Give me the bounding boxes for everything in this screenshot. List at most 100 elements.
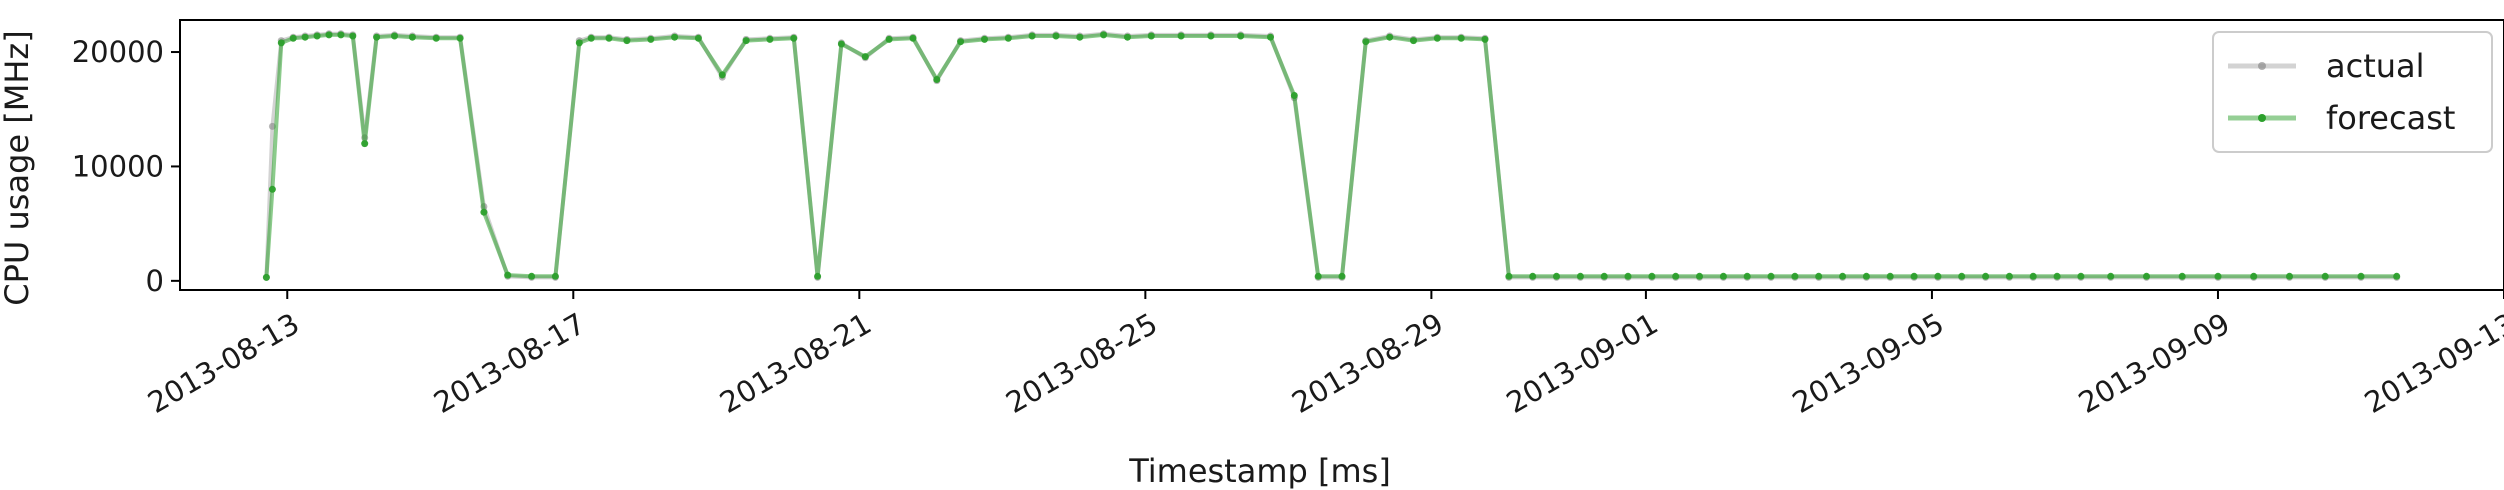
data-point-forecast	[2178, 272, 2186, 280]
data-point-forecast	[742, 37, 750, 45]
data-point-forecast	[2357, 272, 2365, 280]
data-point-forecast	[1207, 32, 1215, 40]
data-point-forecast	[408, 33, 416, 41]
y-tick-label: 20000	[72, 35, 164, 69]
data-point-forecast	[718, 71, 726, 79]
y-axis-label: CPU usage [MHz]	[0, 30, 36, 305]
y-tick-label: 0	[146, 264, 164, 298]
y-tick-label: 10000	[72, 149, 164, 183]
legend-box	[2212, 31, 2493, 153]
data-point-forecast	[391, 32, 398, 40]
data-point-forecast	[1791, 272, 1799, 280]
data-point-forecast	[268, 185, 276, 193]
data-point-forecast	[837, 40, 845, 48]
data-point-forecast	[1958, 272, 1966, 280]
data-point-forecast	[1553, 272, 1560, 280]
data-point-forecast	[373, 33, 381, 41]
data-point-forecast	[262, 273, 270, 281]
data-point-forecast	[2077, 272, 2085, 280]
data-point-forecast	[1862, 272, 1870, 280]
data-point-forecast	[361, 140, 369, 148]
data-point-forecast	[1696, 272, 1703, 280]
data-point-forecast	[1237, 32, 1245, 40]
data-point-forecast	[1815, 272, 1823, 280]
data-point-forecast	[551, 272, 559, 280]
data-point-forecast	[432, 34, 440, 42]
data-point-forecast	[1886, 272, 1894, 280]
legend-forecast-label: forecast	[2326, 99, 2455, 137]
data-point-forecast	[885, 35, 893, 43]
data-point-forecast	[456, 34, 464, 42]
data-point-forecast	[2286, 272, 2293, 280]
data-point-forecast	[647, 35, 655, 43]
data-point-forecast	[1457, 34, 1465, 42]
data-point-forecast	[1433, 34, 1441, 42]
data-point-forecast	[605, 34, 613, 42]
data-point-forecast	[277, 39, 285, 47]
data-point-forecast	[1386, 33, 1394, 41]
legend-actual-label: actual	[2326, 47, 2425, 85]
data-point-forecast	[1624, 272, 1632, 280]
data-point-forecast	[587, 34, 595, 42]
data-point-forecast	[1600, 272, 1608, 280]
data-point-forecast	[1481, 35, 1489, 43]
data-point-forecast	[1743, 272, 1751, 280]
data-point-forecast	[1529, 272, 1537, 280]
y-axis: 0 10000 20000	[72, 35, 180, 298]
data-point-forecast	[1719, 272, 1727, 280]
data-point-forecast	[504, 271, 512, 279]
x-axis-label: Timestamp [ms]	[1128, 452, 1391, 490]
data-point-forecast	[981, 35, 988, 43]
data-point-forecast	[1839, 272, 1847, 280]
data-point-forecast	[1076, 33, 1084, 41]
data-point-forecast	[1338, 272, 1346, 280]
legend: actual forecast	[2212, 31, 2493, 153]
data-point-forecast	[480, 208, 488, 216]
data-point-forecast	[1177, 32, 1185, 40]
data-point-forecast	[1934, 272, 1942, 280]
legend-actual-marker	[2258, 62, 2266, 70]
data-point-forecast	[814, 272, 822, 280]
series-forecast	[262, 31, 2401, 281]
data-point-forecast	[1410, 37, 1417, 45]
data-point-forecast	[909, 34, 917, 42]
data-point-forecast	[1982, 272, 1990, 280]
data-point-forecast	[957, 38, 965, 46]
series-layer	[262, 30, 2401, 281]
data-point-forecast	[2053, 272, 2061, 280]
data-point-forecast	[337, 31, 345, 39]
data-point-forecast	[1052, 32, 1060, 40]
data-point-forecast	[301, 33, 309, 41]
data-point-forecast	[1648, 272, 1656, 280]
data-point-forecast	[349, 32, 357, 40]
series-line-forecast	[264, 32, 2397, 279]
data-point-forecast	[790, 34, 798, 42]
data-point-forecast	[575, 39, 583, 47]
data-point-forecast	[1028, 32, 1036, 40]
data-point-forecast	[1267, 33, 1274, 41]
data-point-forecast	[325, 31, 333, 39]
data-point-forecast	[1004, 34, 1012, 42]
data-point-forecast	[2107, 272, 2115, 280]
data-point-forecast	[1672, 272, 1680, 280]
data-point-forecast	[861, 53, 869, 61]
data-point-forecast	[2005, 272, 2013, 280]
data-point-forecast	[2393, 272, 2401, 280]
data-point-forecast	[2321, 272, 2329, 280]
data-point-forecast	[933, 76, 941, 83]
data-point-forecast	[1505, 272, 1513, 280]
data-point-forecast	[2214, 272, 2222, 280]
data-point-forecast	[1147, 32, 1155, 40]
data-point-forecast	[2250, 272, 2258, 280]
data-point-forecast	[528, 272, 536, 280]
data-point-forecast	[313, 32, 321, 40]
data-point-forecast	[1910, 272, 1918, 280]
legend-forecast-marker	[2258, 114, 2266, 122]
data-point-forecast	[1362, 38, 1370, 46]
data-point-forecast	[623, 37, 631, 45]
data-point-forecast	[2143, 272, 2150, 280]
data-point-forecast	[289, 34, 297, 42]
data-point-forecast	[766, 35, 774, 43]
data-point-forecast	[1124, 33, 1131, 41]
